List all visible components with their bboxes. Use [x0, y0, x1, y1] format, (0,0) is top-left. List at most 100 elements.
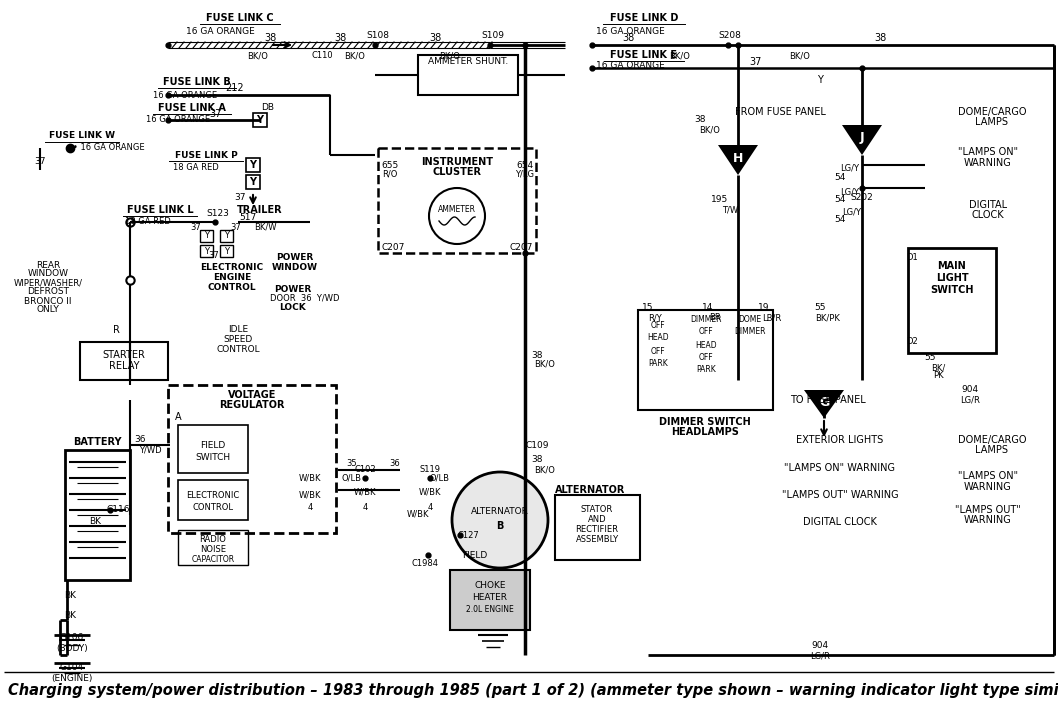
- Text: 4: 4: [308, 503, 312, 513]
- Text: O/LB: O/LB: [342, 474, 362, 482]
- Text: FUSE LINK W: FUSE LINK W: [49, 132, 115, 140]
- Text: Y: Y: [250, 177, 256, 187]
- Text: REGULATOR: REGULATOR: [219, 400, 285, 410]
- Text: DB: DB: [261, 103, 274, 113]
- Text: HEAD: HEAD: [647, 333, 669, 343]
- Text: DIMMER SWITCH: DIMMER SWITCH: [659, 417, 751, 427]
- Text: G104: G104: [60, 663, 84, 673]
- Text: J: J: [860, 132, 864, 144]
- Text: ELECTRONIC: ELECTRONIC: [200, 263, 263, 273]
- Text: W/BK: W/BK: [298, 491, 322, 500]
- Text: CAPACITOR: CAPACITOR: [191, 556, 235, 564]
- Text: LG/Y: LG/Y: [842, 207, 861, 217]
- Text: BK/PK: BK/PK: [816, 314, 840, 323]
- Text: DOME: DOME: [738, 316, 762, 324]
- Text: Y: Y: [250, 160, 256, 170]
- Text: DIGITAL: DIGITAL: [969, 200, 1007, 210]
- Text: BK/O: BK/O: [439, 52, 460, 60]
- Text: D2: D2: [906, 338, 918, 346]
- Text: C110: C110: [311, 52, 333, 60]
- Text: 37: 37: [208, 251, 219, 261]
- Text: AMMETER SHUNT.: AMMETER SHUNT.: [427, 57, 508, 67]
- Text: AND: AND: [587, 515, 606, 525]
- Text: (BODY): (BODY): [56, 644, 88, 653]
- Polygon shape: [718, 145, 758, 175]
- Text: S123: S123: [206, 208, 230, 217]
- Text: S119: S119: [420, 465, 440, 474]
- Text: "LAMPS OUT": "LAMPS OUT": [955, 505, 1021, 515]
- Text: LG/R: LG/R: [810, 651, 829, 661]
- Text: R: R: [112, 325, 120, 335]
- Text: 15: 15: [642, 304, 654, 312]
- Text: 16 GA ORANGE: 16 GA ORANGE: [153, 91, 217, 100]
- Text: OFF: OFF: [651, 346, 665, 355]
- Text: FUSE LINK C: FUSE LINK C: [206, 13, 274, 23]
- Text: CONTROL: CONTROL: [193, 503, 234, 511]
- Text: FUSE LINK A: FUSE LINK A: [158, 103, 226, 113]
- Text: S109: S109: [481, 31, 505, 40]
- Text: • 16 GA ORANGE: • 16 GA ORANGE: [73, 144, 145, 152]
- Text: 19: 19: [759, 304, 770, 312]
- Text: G: G: [819, 396, 829, 409]
- Text: BK: BK: [63, 610, 76, 620]
- Text: FUSE LINK D: FUSE LINK D: [609, 13, 678, 23]
- Text: S202: S202: [851, 193, 873, 202]
- Bar: [178, 480, 248, 520]
- Text: C102: C102: [354, 465, 376, 474]
- Text: OFF: OFF: [651, 321, 665, 329]
- Text: TRAILER: TRAILER: [237, 205, 282, 215]
- Text: DOOR  36  Y/WD: DOOR 36 Y/WD: [270, 294, 340, 302]
- Text: R/O: R/O: [382, 169, 398, 178]
- Text: STATOR: STATOR: [581, 506, 614, 515]
- Text: "LAMPS ON": "LAMPS ON": [957, 471, 1018, 481]
- Text: FUSE LINK L: FUSE LINK L: [127, 205, 194, 215]
- Text: HEATER: HEATER: [473, 593, 508, 602]
- Bar: [247, 175, 260, 189]
- Text: OFF: OFF: [698, 353, 713, 362]
- Text: POWER: POWER: [274, 285, 312, 295]
- Text: ENGINE: ENGINE: [213, 273, 251, 282]
- Text: ALTERNATOR: ALTERNATOR: [471, 508, 529, 517]
- Text: BK/O: BK/O: [699, 125, 720, 135]
- Text: 38: 38: [531, 455, 543, 464]
- Text: 18 GA RED: 18 GA RED: [125, 217, 171, 227]
- Text: "LAMPS ON": "LAMPS ON": [957, 147, 1018, 157]
- Text: 35: 35: [347, 459, 358, 467]
- Text: 38: 38: [694, 115, 706, 125]
- Text: 38: 38: [428, 33, 441, 43]
- Text: TO FUSE PANEL: TO FUSE PANEL: [790, 395, 865, 405]
- Text: 38: 38: [622, 33, 634, 43]
- Text: 2.0L ENGINE: 2.0L ENGINE: [467, 605, 514, 615]
- Bar: [168, 385, 336, 533]
- Text: FUSE LINK P: FUSE LINK P: [175, 151, 237, 159]
- Text: 654: 654: [516, 161, 533, 169]
- Text: INSTRUMENT: INSTRUMENT: [421, 157, 493, 167]
- Text: BRONCO II: BRONCO II: [24, 297, 72, 305]
- Text: RELAY: RELAY: [109, 361, 140, 371]
- Text: BK/O: BK/O: [789, 52, 810, 60]
- Text: DIMMER: DIMMER: [734, 328, 766, 336]
- Bar: [178, 425, 248, 473]
- Text: HEAD: HEAD: [695, 341, 717, 350]
- Text: Charging system/power distribution – 1983 through 1985 (part 1 of 2) (ammeter ty: Charging system/power distribution – 198…: [8, 683, 1058, 697]
- Text: LG/R: LG/R: [960, 396, 980, 404]
- Text: LG/Y: LG/Y: [840, 164, 859, 173]
- Text: CHOKE: CHOKE: [474, 581, 506, 590]
- Text: 904: 904: [962, 385, 979, 394]
- Text: W/BK: W/BK: [353, 488, 377, 496]
- Text: O/LB: O/LB: [430, 474, 450, 482]
- Text: BATTERY: BATTERY: [73, 437, 122, 447]
- Text: WIPER/WASHER/: WIPER/WASHER/: [14, 278, 83, 287]
- Text: LOCK: LOCK: [279, 304, 307, 312]
- Text: 54: 54: [835, 173, 845, 183]
- Text: 904: 904: [811, 641, 828, 649]
- Text: OFF: OFF: [698, 328, 713, 336]
- Text: CONTROL: CONTROL: [216, 346, 260, 355]
- Text: WINDOW: WINDOW: [28, 270, 69, 278]
- Text: 655: 655: [381, 161, 399, 169]
- Text: BK/O: BK/O: [534, 360, 555, 368]
- Text: STARTER: STARTER: [103, 350, 145, 360]
- Bar: [178, 530, 248, 565]
- Text: 14: 14: [703, 304, 714, 312]
- Text: "LAMPS OUT" WARNING: "LAMPS OUT" WARNING: [782, 490, 898, 500]
